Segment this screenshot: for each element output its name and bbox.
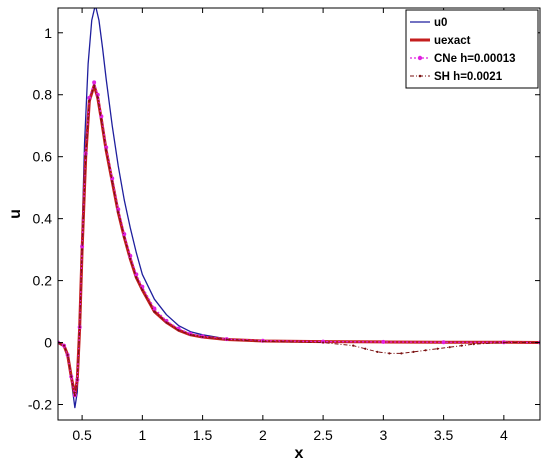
y-tick-label: 0.4: [33, 211, 53, 227]
data-point: [502, 341, 505, 344]
legend-item: SH h=0.0021: [410, 71, 503, 83]
data-point: [400, 352, 403, 355]
data-point: [135, 276, 138, 279]
data-point: [84, 155, 87, 158]
data-point: [105, 149, 108, 152]
data-point: [225, 338, 228, 341]
data-point: [73, 394, 76, 397]
data-point: [116, 207, 121, 212]
series-uexact: [58, 83, 540, 397]
series-line: [58, 84, 540, 396]
y-tick-label: 1: [44, 25, 52, 41]
data-point: [364, 347, 367, 350]
data-point: [322, 341, 325, 344]
series-line: [58, 81, 540, 396]
data-point: [177, 329, 180, 332]
data-point: [76, 378, 79, 381]
y-tick-label: 0.6: [33, 149, 53, 165]
data-point: [201, 335, 204, 339]
data-point: [261, 340, 264, 343]
data-point: [388, 352, 391, 355]
data-point: [448, 346, 451, 349]
data-point: [460, 344, 463, 347]
data-point: [412, 350, 415, 353]
data-point: [100, 118, 103, 121]
data-point: [110, 176, 115, 181]
series-cne-h-0-00013: [58, 80, 540, 398]
x-tick-label: 2.5: [313, 427, 333, 443]
legend-item: CNe h=0.00013: [410, 53, 516, 65]
data-point: [441, 340, 446, 345]
data-point: [472, 343, 475, 346]
legend-label: SH h=0.0021: [434, 71, 503, 83]
x-tick-label: 1.5: [193, 427, 213, 443]
x-tick-label: 4: [500, 427, 508, 443]
data-point: [88, 99, 91, 103]
y-tick-label: -0.2: [28, 397, 52, 413]
legend-marker: [417, 55, 423, 61]
y-axis-label: u: [7, 209, 24, 219]
legend-box: [405, 9, 539, 89]
data-point: [381, 339, 386, 344]
data-point: [164, 318, 169, 323]
data-point: [189, 333, 192, 336]
data-point: [62, 344, 66, 347]
data-point: [376, 350, 379, 353]
data-point: [96, 96, 99, 99]
data-point: [140, 284, 145, 289]
legend-marker: [418, 74, 422, 78]
legend-label: uexact: [434, 35, 471, 47]
data-point: [436, 347, 439, 350]
data-point: [66, 353, 69, 357]
x-tick-label: 1: [138, 427, 146, 443]
series-layer: [58, 8, 540, 409]
legend-item: uexact: [410, 35, 471, 47]
data-point: [80, 244, 85, 249]
data-point: [352, 344, 355, 347]
y-tick-label: 0: [44, 335, 52, 351]
data-point: [99, 114, 104, 119]
x-tick-label: 0.5: [72, 427, 92, 443]
data-point: [122, 232, 127, 237]
data-point: [129, 257, 132, 261]
legend-label: CNe h=0.00013: [434, 53, 516, 65]
x-tick-label: 3: [379, 427, 387, 443]
axes-frame: [57, 7, 541, 421]
x-tick-label: 3.5: [434, 427, 454, 443]
legend-item: u0: [410, 17, 447, 29]
data-point: [165, 321, 168, 324]
series-sh-h-0-0021: [58, 84, 540, 397]
x-axis-ticks: 0.5 1 1.5 2 2.5 3 3.5 4: [72, 8, 508, 443]
legend: u0 uexact CNe h=0.00013 SH h=0.0021: [405, 9, 539, 89]
data-point: [424, 349, 427, 352]
y-tick-label: 0.8: [33, 87, 53, 103]
data-point: [93, 84, 96, 87]
data-point: [117, 211, 120, 214]
y-tick-label: 0.2: [33, 273, 53, 289]
x-tick-label: 2: [259, 427, 267, 443]
data-point: [152, 306, 157, 311]
data-point: [78, 325, 81, 329]
data-point: [92, 80, 97, 85]
data-point: [104, 145, 109, 150]
series-line: [58, 83, 540, 397]
y-axis-ticks: -0.2 0 0.2 0.4 0.6 0.8 1: [28, 25, 540, 413]
data-point: [153, 310, 156, 313]
data-point: [141, 288, 144, 291]
x-axis-label: x: [295, 445, 304, 462]
legend-label: u0: [434, 17, 447, 29]
data-point: [123, 236, 126, 239]
data-point: [111, 180, 114, 183]
data-point: [70, 375, 73, 378]
data-point: [81, 248, 84, 251]
